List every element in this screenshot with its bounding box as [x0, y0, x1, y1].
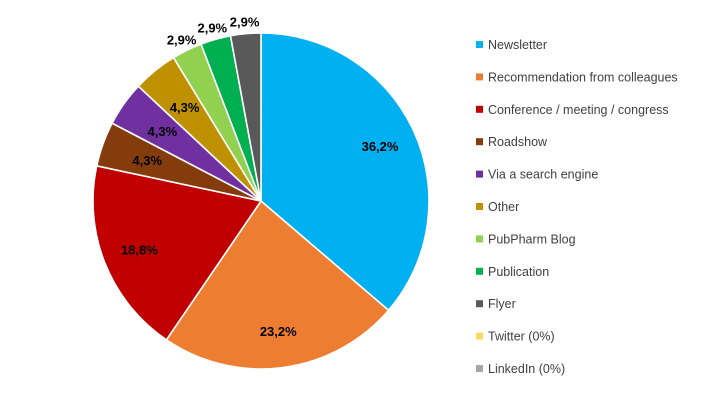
- legend-label-newsletter: Newsletter: [488, 38, 547, 52]
- data-label-flyer: 2,9%: [230, 15, 260, 30]
- legend-label-flyer: Flyer: [488, 297, 516, 311]
- legend-swatch-publication: [476, 267, 483, 275]
- legend-label-roadshow: Roadshow: [488, 135, 548, 149]
- legend-swatch-pubpharm-blog: [476, 235, 483, 243]
- data-label-newsletter: 36,2%: [362, 139, 399, 154]
- pie-slice-flyer: [229, 32, 262, 202]
- pie-slice-conference-meeting-congress: [92, 164, 263, 341]
- legend-label-linkedin-0: LinkedIn (0%): [488, 362, 565, 376]
- data-label-other: 4,3%: [170, 100, 200, 115]
- legend-swatch-newsletter: [476, 41, 483, 48]
- legend-swatch-other: [476, 203, 483, 210]
- legend: Newsletter Recommendation from colleagues…: [476, 38, 678, 376]
- pie-data-labels: 36,2%23,2%18,8%4,3%4,3%4,3%2,9%2,9% 2,9%: [121, 15, 399, 339]
- data-label-recommendation-from-colleagues: 23,2%: [260, 324, 297, 339]
- legend-swatch-recommendation-from-colleagues: [476, 73, 483, 81]
- legend-label-recommendation-from-colleagues: Recommendation from colleagues: [488, 70, 678, 84]
- pie-slice-newsletter: [260, 32, 430, 312]
- legend-swatch-via-a-search-engine: [476, 170, 483, 178]
- legend-label-pubpharm-blog: PubPharm Blog: [488, 232, 576, 246]
- pie-slice-recommendation-from-colleagues: [165, 199, 390, 370]
- legend-label-conference-meeting-congress: Conference / meeting / congress: [488, 103, 669, 117]
- legend-swatch-roadshow: [476, 138, 483, 146]
- pie-slices: [92, 32, 430, 370]
- legend-swatch-twitter-0: [476, 332, 483, 340]
- data-label-pubpharm-blog: 2,9%: [167, 32, 197, 47]
- legend-swatch-flyer: [476, 300, 483, 308]
- data-label-conference-meeting-congress: 18,8%: [121, 243, 158, 258]
- data-label-roadshow: 4,3%: [132, 153, 162, 168]
- legend-label-twitter-0: Twitter (0%): [488, 330, 555, 344]
- legend-label-publication: Publication: [488, 265, 549, 279]
- legend-swatch-linkedin-0: [476, 365, 483, 372]
- legend-swatch-conference-meeting-congress: [476, 105, 483, 113]
- legend-label-other: Other: [488, 200, 519, 214]
- legend-label-via-a-search-engine: Via a search engine: [488, 168, 598, 182]
- data-label-via-a-search-engine: 4,3%: [148, 124, 178, 139]
- data-label-publication: 2,9%: [197, 21, 227, 36]
